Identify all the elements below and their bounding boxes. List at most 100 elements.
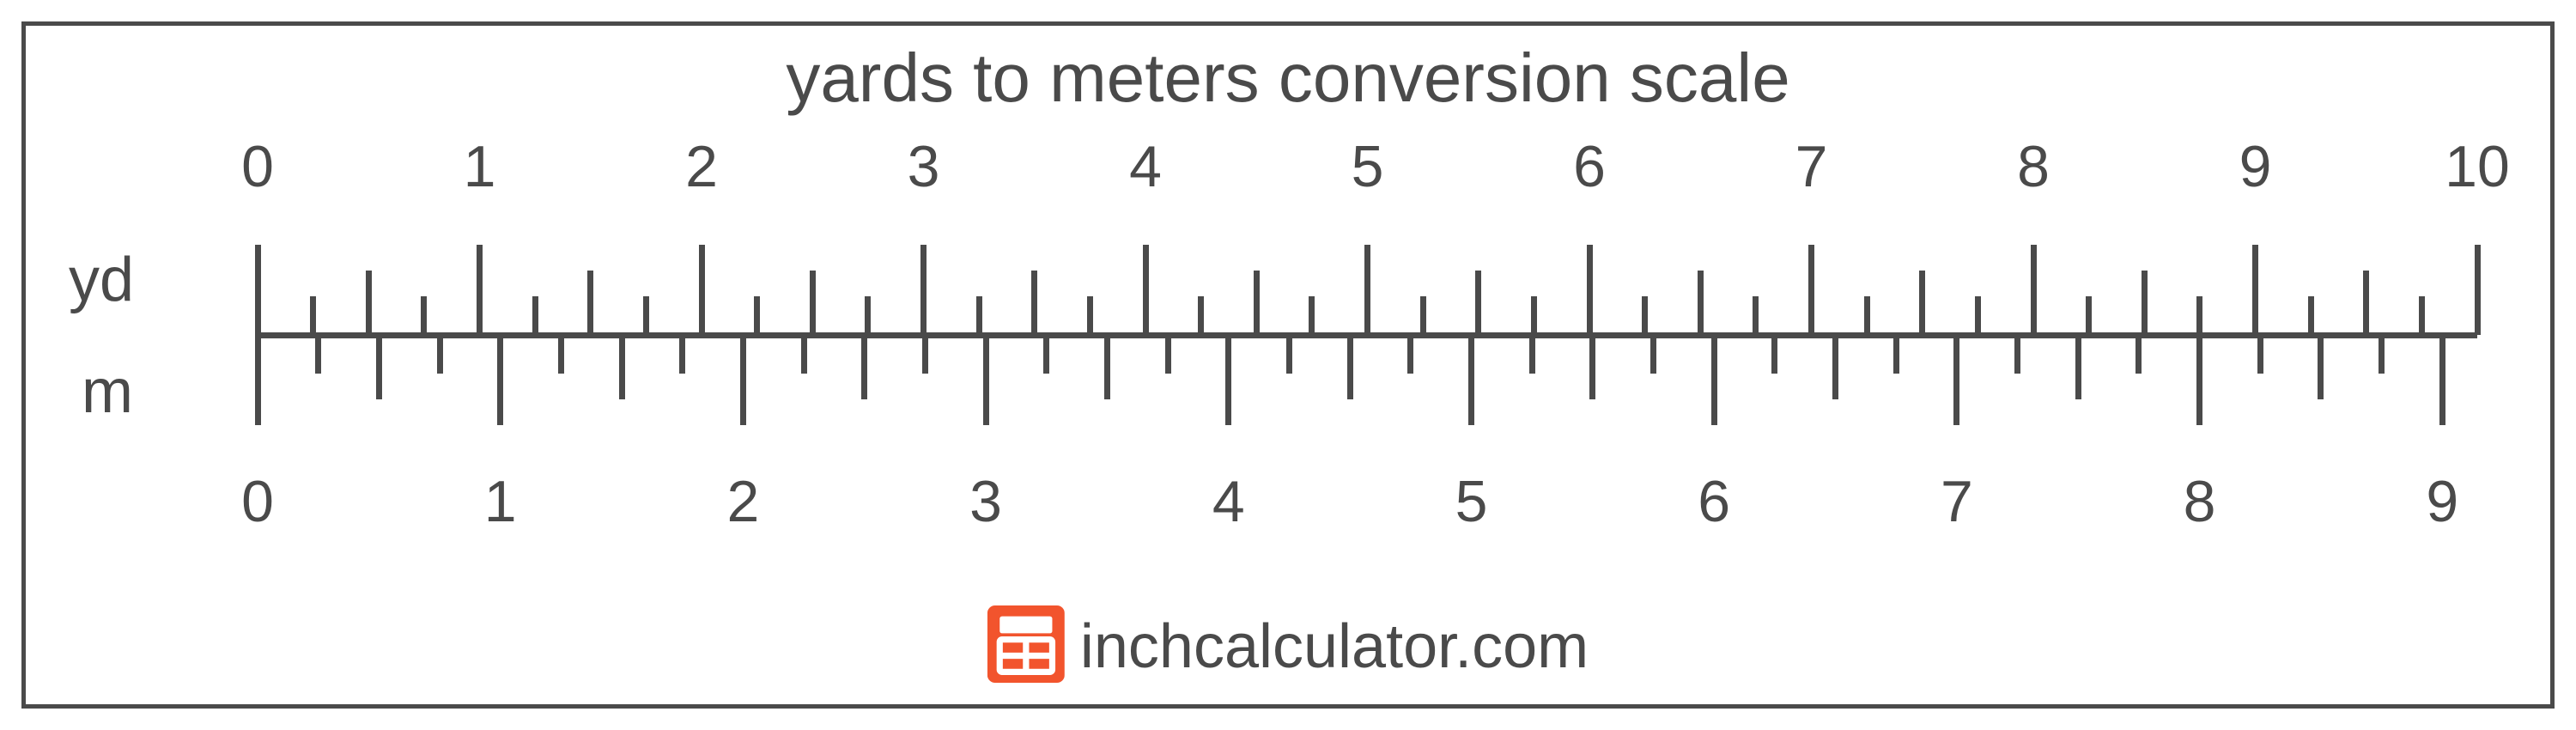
yard-minor-tick — [754, 296, 760, 335]
meter-major-tick — [2196, 335, 2202, 425]
yard-minor-tick — [2196, 296, 2202, 335]
yard-major-tick — [1587, 245, 1593, 335]
yard-minor-tick — [1864, 296, 1870, 335]
yard-major-tick — [1143, 245, 1149, 335]
yard-tick-label: 3 — [908, 133, 940, 200]
yard-minor-tick — [1919, 271, 1925, 335]
meter-major-tick — [1953, 335, 1959, 425]
yard-tick-label: 6 — [1573, 133, 1606, 200]
meter-tick-label: 2 — [726, 468, 759, 535]
yard-major-tick — [255, 245, 261, 335]
yard-minor-tick — [2363, 271, 2369, 335]
yard-minor-tick — [976, 296, 982, 335]
meter-minor-tick — [1529, 335, 1535, 374]
footer-text: inchcalculator.com — [1080, 611, 1589, 682]
yard-major-tick — [1808, 245, 1814, 335]
meter-major-tick — [740, 335, 746, 425]
meter-tick-label: 8 — [2184, 468, 2216, 535]
yard-minor-tick — [1753, 296, 1759, 335]
meter-minor-tick — [1043, 335, 1049, 374]
meter-minor-tick — [1589, 335, 1595, 399]
yard-minor-tick — [1031, 271, 1037, 335]
yard-minor-tick — [1642, 296, 1648, 335]
meter-minor-tick — [1832, 335, 1838, 399]
yard-minor-tick — [2142, 271, 2148, 335]
meter-minor-tick — [801, 335, 807, 374]
meter-tick-label: 9 — [2426, 468, 2458, 535]
yard-tick-label: 10 — [2445, 133, 2510, 200]
yard-minor-tick — [1198, 296, 1204, 335]
meter-major-tick — [497, 335, 503, 425]
meter-minor-tick — [922, 335, 928, 374]
meter-tick-label: 5 — [1455, 468, 1488, 535]
yard-major-tick — [2031, 245, 2037, 335]
yard-minor-tick — [1475, 271, 1481, 335]
yard-minor-tick — [1254, 271, 1260, 335]
yard-minor-tick — [865, 296, 871, 335]
unit-label-meters: m — [82, 356, 133, 427]
meter-minor-tick — [1104, 335, 1110, 399]
meter-major-tick — [255, 335, 261, 425]
meter-tick-label: 3 — [969, 468, 1002, 535]
meter-minor-tick — [2379, 335, 2385, 374]
meter-minor-tick — [1286, 335, 1292, 374]
meter-major-tick — [1711, 335, 1717, 425]
yard-minor-tick — [421, 296, 427, 335]
meter-minor-tick — [1165, 335, 1171, 374]
yard-minor-tick — [366, 271, 372, 335]
meter-minor-tick — [2014, 335, 2020, 374]
yard-minor-tick — [1420, 296, 1426, 335]
meter-tick-label: 4 — [1212, 468, 1245, 535]
yard-tick-label: 1 — [464, 133, 496, 200]
yard-minor-tick — [2086, 296, 2092, 335]
yard-minor-tick — [1975, 296, 1981, 335]
meter-minor-tick — [679, 335, 685, 374]
meter-tick-label: 1 — [484, 468, 517, 535]
meter-major-tick — [983, 335, 989, 425]
meter-major-tick — [1225, 335, 1231, 425]
yard-minor-tick — [2308, 296, 2314, 335]
yard-minor-tick — [1087, 296, 1093, 335]
chart-title: yards to meters conversion scale — [0, 39, 2576, 118]
yard-minor-tick — [643, 296, 649, 335]
yard-minor-tick — [532, 296, 538, 335]
yard-minor-tick — [587, 271, 593, 335]
meter-minor-tick — [1893, 335, 1899, 374]
yard-tick-label: 7 — [1795, 133, 1828, 200]
yard-major-tick — [1364, 245, 1370, 335]
yard-major-tick — [477, 245, 483, 335]
meter-minor-tick — [2318, 335, 2324, 399]
meter-minor-tick — [376, 335, 382, 399]
yard-major-tick — [2252, 245, 2258, 335]
meter-minor-tick — [1771, 335, 1777, 374]
meter-minor-tick — [1650, 335, 1656, 374]
yard-tick-label: 5 — [1352, 133, 1384, 200]
meter-minor-tick — [315, 335, 321, 374]
meter-tick-label: 0 — [241, 468, 274, 535]
meter-minor-tick — [2257, 335, 2263, 374]
yard-tick-label: 8 — [2017, 133, 2050, 200]
yard-minor-tick — [1531, 296, 1537, 335]
yard-minor-tick — [2419, 296, 2425, 335]
yard-minor-tick — [1698, 271, 1704, 335]
meter-minor-tick — [2075, 335, 2081, 399]
yard-tick-label: 4 — [1129, 133, 1162, 200]
meter-minor-tick — [861, 335, 867, 399]
yard-major-tick — [2475, 245, 2481, 335]
unit-label-yards: yd — [69, 245, 134, 315]
meter-major-tick — [2439, 335, 2445, 425]
meter-minor-tick — [1347, 335, 1353, 399]
footer: inchcalculator.com — [987, 605, 1589, 687]
yard-major-tick — [920, 245, 927, 335]
yard-tick-label: 9 — [2239, 133, 2272, 200]
meter-minor-tick — [2136, 335, 2142, 374]
meter-minor-tick — [1407, 335, 1413, 374]
yard-tick-label: 2 — [685, 133, 718, 200]
yard-minor-tick — [1309, 296, 1315, 335]
calculator-icon — [987, 605, 1065, 687]
yard-tick-label: 0 — [241, 133, 274, 200]
yard-minor-tick — [310, 296, 316, 335]
meter-major-tick — [1468, 335, 1474, 425]
yard-minor-tick — [810, 271, 816, 335]
meter-tick-label: 7 — [1941, 468, 1973, 535]
